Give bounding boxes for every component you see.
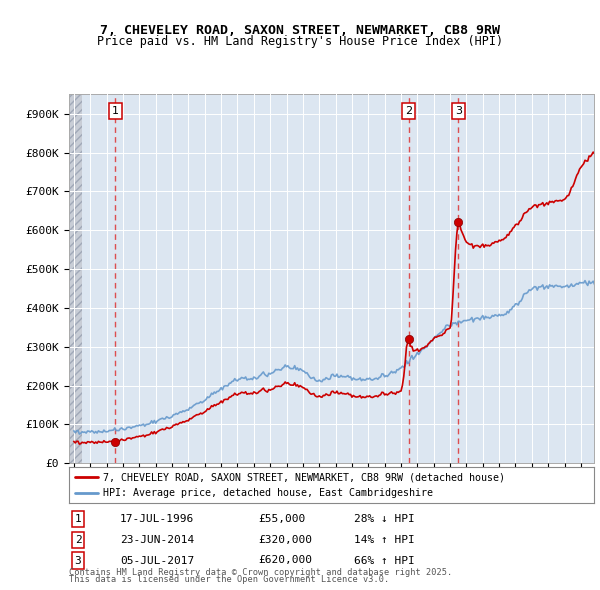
Text: Contains HM Land Registry data © Crown copyright and database right 2025.: Contains HM Land Registry data © Crown c…	[69, 568, 452, 577]
Text: 28% ↓ HPI: 28% ↓ HPI	[354, 514, 415, 524]
Text: 1: 1	[112, 106, 119, 116]
Text: 7, CHEVELEY ROAD, SAXON STREET, NEWMARKET, CB8 9RW (detached house): 7, CHEVELEY ROAD, SAXON STREET, NEWMARKE…	[103, 472, 505, 482]
Text: 1: 1	[74, 514, 82, 524]
Text: 7, CHEVELEY ROAD, SAXON STREET, NEWMARKET, CB8 9RW: 7, CHEVELEY ROAD, SAXON STREET, NEWMARKE…	[100, 24, 500, 37]
Bar	[69, 94, 82, 463]
Text: This data is licensed under the Open Government Licence v3.0.: This data is licensed under the Open Gov…	[69, 575, 389, 584]
Text: 3: 3	[74, 556, 82, 565]
Text: 3: 3	[455, 106, 462, 116]
Text: 2: 2	[405, 106, 412, 116]
Text: 05-JUL-2017: 05-JUL-2017	[120, 556, 194, 565]
Text: 14% ↑ HPI: 14% ↑ HPI	[354, 535, 415, 545]
Text: 2: 2	[74, 535, 82, 545]
Text: 23-JUN-2014: 23-JUN-2014	[120, 535, 194, 545]
Text: HPI: Average price, detached house, East Cambridgeshire: HPI: Average price, detached house, East…	[103, 488, 433, 498]
Text: £55,000: £55,000	[258, 514, 305, 524]
Text: 66% ↑ HPI: 66% ↑ HPI	[354, 556, 415, 565]
Text: 17-JUL-1996: 17-JUL-1996	[120, 514, 194, 524]
Text: £620,000: £620,000	[258, 556, 312, 565]
Text: £320,000: £320,000	[258, 535, 312, 545]
Text: Price paid vs. HM Land Registry's House Price Index (HPI): Price paid vs. HM Land Registry's House …	[97, 35, 503, 48]
